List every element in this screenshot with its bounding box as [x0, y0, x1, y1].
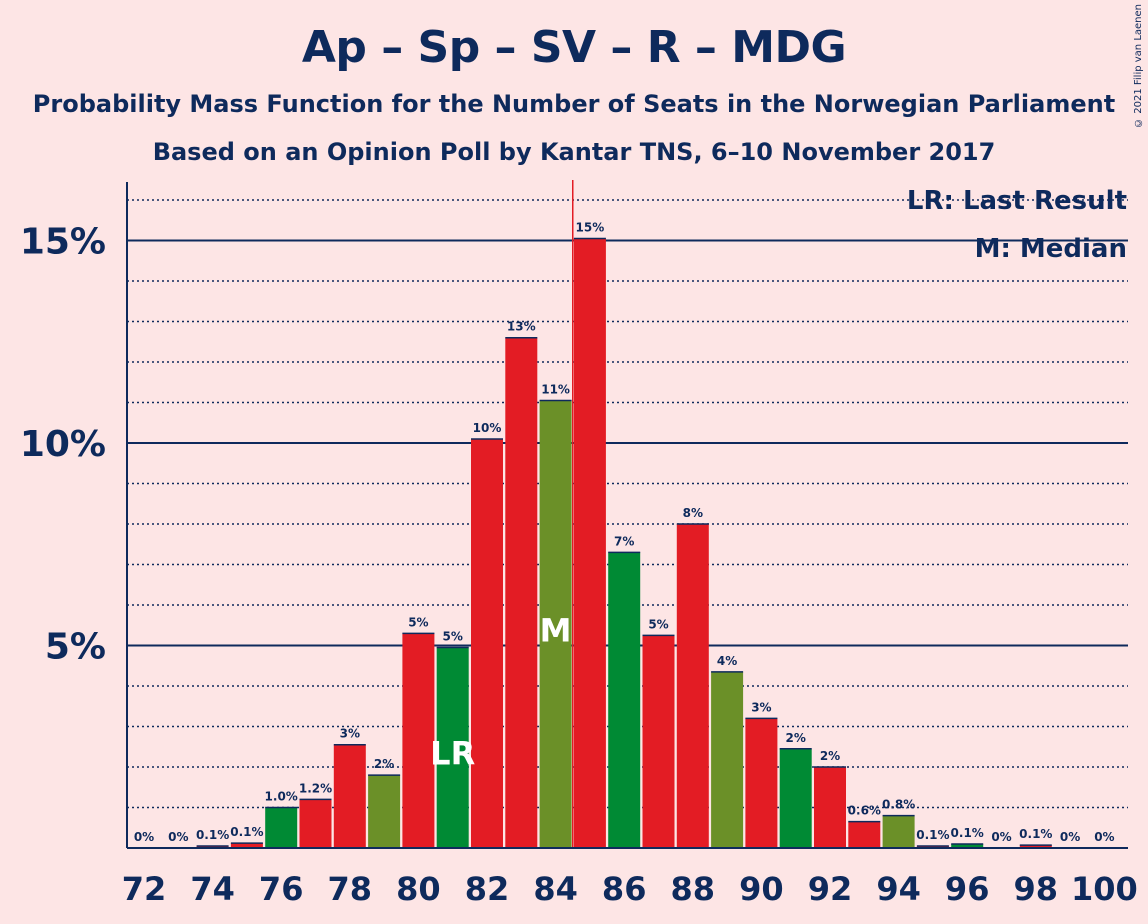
data-label-seat-75: 0.1%: [230, 825, 263, 839]
data-label-seat-80: 5%: [408, 615, 428, 629]
bar-seat-91: [779, 748, 812, 848]
data-label-seat-96: 0.1%: [951, 826, 984, 840]
x-tick-label: 74: [190, 870, 235, 908]
x-tick-label: 96: [945, 870, 990, 908]
data-label-seat-100: 0%: [1094, 830, 1114, 844]
data-label-seat-94: 0.8%: [882, 798, 915, 812]
bar-seat-87: [642, 635, 675, 848]
chart-title: Ap – Sp – SV – R – MDG: [301, 22, 847, 73]
bar-seat-89: [711, 671, 744, 848]
x-tick-label: 98: [1014, 870, 1059, 908]
bar-seat-94: [882, 815, 915, 848]
data-label-seat-77: 1.2%: [299, 781, 332, 795]
bar-seat-98: [1019, 845, 1052, 848]
bar-series: [196, 237, 1052, 849]
data-label-seat-88: 8%: [683, 506, 703, 520]
median-marker: M: [540, 611, 572, 649]
bar-seat-85: [573, 238, 606, 849]
x-tick-label: 84: [533, 870, 578, 908]
y-tick-label: 10%: [20, 424, 106, 465]
data-label-seat-74: 0.1%: [196, 828, 229, 842]
data-label-seat-81: 5%: [443, 630, 463, 644]
data-labels: 0% 0% 0.1% 0.1%1.0%1.2%3%2%5%5%10%13%11%15%…: [134, 220, 1115, 844]
x-tick-label: 92: [808, 870, 853, 908]
data-label-seat-72: 0%: [134, 830, 154, 844]
data-label-seat-95: 0.1%: [916, 828, 949, 842]
data-label-seat-79: 2%: [374, 757, 394, 771]
bar-seat-78: [333, 744, 366, 848]
bar-seat-93: [848, 821, 881, 848]
data-label-seat-92: 2%: [820, 749, 840, 763]
bar-seat-82: [471, 438, 503, 848]
x-tick-label: 80: [396, 870, 441, 908]
bar-seat-81: [436, 647, 469, 848]
data-label-seat-89: 4%: [717, 654, 737, 668]
x-tick-label: 100: [1071, 870, 1138, 908]
x-tick-label: 78: [328, 870, 373, 908]
chart-source-line: Based on an Opinion Poll by Kantar TNS, …: [152, 138, 996, 166]
data-label-seat-84: 11%: [541, 382, 570, 396]
bar-seat-83: [505, 337, 538, 848]
data-label-seat-78: 3%: [340, 727, 360, 741]
data-label-seat-86: 7%: [614, 534, 634, 548]
chart-subtitle: Probability Mass Function for the Number…: [32, 90, 1116, 118]
x-tick-label: 94: [876, 870, 921, 908]
x-tick-label: 90: [739, 870, 784, 908]
last-result-marker: LR: [430, 735, 475, 773]
bar-seat-96: [951, 843, 984, 848]
x-tick-label: 86: [602, 870, 647, 908]
bar-seat-86: [608, 552, 641, 848]
data-label-seat-98: 0.1%: [1019, 827, 1052, 841]
data-label-seat-99: 0%: [1060, 830, 1080, 844]
data-label-seat-90: 3%: [751, 700, 771, 714]
data-label-seat-82: 10%: [473, 421, 502, 435]
bar-seat-90: [745, 718, 778, 848]
x-tick-label: 82: [465, 870, 510, 908]
x-tick-label: 76: [259, 870, 304, 908]
data-label-seat-83: 13%: [507, 320, 536, 334]
y-tick-label: 15%: [20, 222, 106, 263]
bar-seat-88: [676, 524, 709, 848]
bar-seat-77: [299, 799, 332, 848]
bar-seat-75: [230, 843, 263, 848]
legend-last-result: LR: Last Result: [907, 186, 1127, 216]
bar-seat-80: [402, 633, 435, 848]
data-label-seat-97: 0%: [991, 830, 1011, 844]
data-label-seat-73: 0%: [168, 830, 188, 844]
data-label-seat-85: 15%: [576, 220, 605, 234]
data-label-seat-76: 1.0%: [265, 790, 298, 804]
y-tick-label: 5%: [45, 627, 106, 668]
bar-seat-95: [916, 845, 949, 848]
axes: 5% 10% 15% 72 74 76 78 80 82 84 86 88 90 92 94 96 98 100: [20, 180, 1138, 908]
bar-seat-84: [539, 400, 572, 848]
data-label-seat-91: 2%: [786, 731, 806, 745]
data-label-seat-93: 0.6%: [848, 804, 881, 818]
bar-seat-74: [196, 845, 229, 848]
bar-seat-92: [814, 767, 846, 848]
x-tick-label: 88: [671, 870, 716, 908]
data-label-seat-87: 5%: [648, 617, 668, 631]
legend-median: M: Median: [975, 234, 1127, 264]
bar-seat-76: [265, 807, 298, 848]
x-tick-label: 72: [122, 870, 167, 908]
bar-seat-79: [368, 775, 401, 848]
